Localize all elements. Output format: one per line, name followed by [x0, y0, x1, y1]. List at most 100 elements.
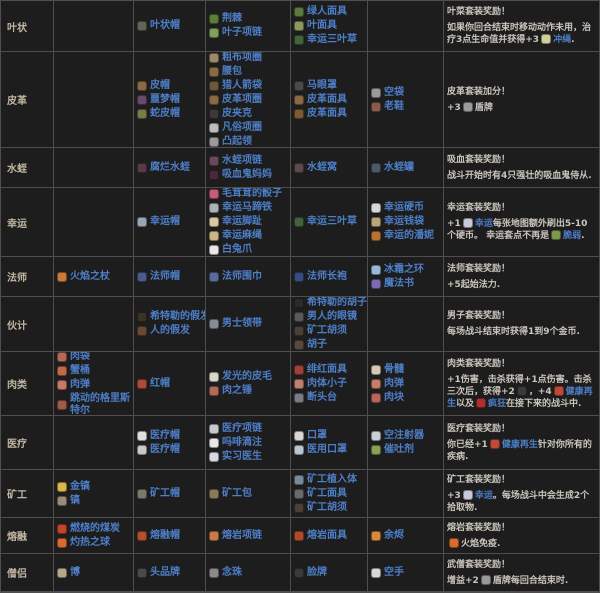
item-link[interactable]: 矿工胡须	[307, 325, 347, 336]
item-link[interactable]: 矿工植入体	[307, 473, 357, 485]
item-link[interactable]: 噩梦帽	[150, 93, 180, 105]
item-link[interactable]: 人的假发	[150, 325, 190, 336]
item-link[interactable]: 矿工帽	[150, 487, 180, 499]
item-link[interactable]: 博	[70, 566, 80, 578]
item-link[interactable]: 燃烧的煤炭	[70, 522, 120, 534]
item-link[interactable]: 空袋	[384, 86, 404, 98]
item-link[interactable]: 水蛭窝	[307, 161, 337, 173]
item-link[interactable]: 叶面具	[307, 20, 337, 31]
buff-link[interactable]: 幸运	[474, 490, 493, 501]
item-link[interactable]: 冰霜之环	[384, 263, 424, 275]
item-link[interactable]: 腰包	[222, 65, 242, 77]
item-link[interactable]: 凸起领	[222, 135, 252, 147]
item-link[interactable]: 肉体小子	[307, 377, 347, 389]
buff-link[interactable]: 健康再生	[447, 386, 593, 409]
item-link[interactable]: 断头台	[307, 391, 337, 403]
buff-link[interactable]: 幸运	[474, 219, 493, 229]
item-link[interactable]: 男士领带	[222, 318, 262, 329]
item-link[interactable]: 幸运麻绳	[222, 230, 262, 241]
item-link[interactable]: 法师帽	[150, 270, 180, 282]
item-link[interactable]: 矿工胡须	[307, 501, 347, 513]
buff-link[interactable]: 脆弱	[563, 231, 582, 241]
item-link[interactable]: 皮帽	[150, 79, 170, 91]
item-link[interactable]: 医用口罩	[307, 443, 347, 455]
item-link[interactable]: 熔岩面具	[307, 529, 347, 541]
buff-link[interactable]: 疯狂	[488, 398, 507, 409]
item-link[interactable]: 水蛭罐	[384, 161, 414, 173]
item-link[interactable]: 医疗帽	[150, 429, 180, 441]
item-link[interactable]: 口罩	[307, 429, 327, 441]
buff-link[interactable]: 冲绳	[553, 35, 572, 45]
item-link[interactable]: 火焰之杖	[70, 270, 110, 282]
item-link[interactable]: 马眼罩	[307, 79, 337, 91]
item-link[interactable]: 法师长袍	[307, 270, 347, 282]
item-link[interactable]: 皮革面具	[307, 93, 347, 105]
item-link[interactable]: 胡子	[307, 339, 327, 350]
item-link[interactable]: 绯红面具	[307, 363, 347, 375]
item-link[interactable]: 实习医生	[222, 450, 262, 462]
item-link[interactable]: 医疗帽	[150, 443, 180, 455]
item-link[interactable]: 魔法书	[384, 277, 414, 289]
item-link[interactable]: 蟹桶	[70, 364, 90, 376]
item-link[interactable]: 肉块	[384, 391, 404, 403]
item-icon	[294, 217, 304, 227]
item-link[interactable]: 空手	[384, 566, 404, 578]
item-link[interactable]: 红帽	[150, 377, 170, 389]
item-link[interactable]: 希特勒的胡子	[307, 297, 367, 308]
item-link[interactable]: 凡俗项圈	[222, 121, 262, 133]
item-link[interactable]: 镐	[70, 494, 80, 506]
item-link[interactable]: 幸运的潘妮	[384, 230, 434, 241]
item-link[interactable]: 叶状帽	[150, 20, 180, 31]
item-link[interactable]: 肉弹	[384, 377, 404, 389]
bonus-line: 火焰免疫.	[447, 537, 596, 550]
item-link[interactable]: 荆棘	[222, 13, 242, 24]
item-link[interactable]: 皮革项圈	[222, 93, 262, 105]
item-link[interactable]: 肉之锤	[222, 384, 252, 396]
item-link[interactable]: 幸运钱袋	[384, 216, 424, 227]
item-link[interactable]: 男人的眼镜	[307, 311, 357, 322]
buff-link[interactable]: 健康再生	[501, 439, 538, 450]
item-link[interactable]: 腐烂水蛭	[150, 161, 190, 173]
item-link[interactable]: 发光的皮毛	[222, 370, 272, 382]
item-link[interactable]: 水蛭项链	[222, 154, 262, 166]
item-link[interactable]: 脸牌	[307, 566, 327, 578]
item-link[interactable]: 医疗项链	[222, 422, 262, 434]
item-link[interactable]: 叶子项链	[222, 27, 262, 38]
item-link[interactable]: 跳动的格里斯特尔	[70, 392, 130, 416]
item-link[interactable]: 肉袋	[70, 352, 90, 362]
item-icon	[294, 502, 304, 513]
item-link[interactable]: 白兔爪	[222, 244, 252, 255]
item-link[interactable]: 粗布项圈	[222, 52, 262, 63]
item-link[interactable]: 毛茸茸的骰子	[222, 188, 282, 199]
item-link[interactable]: 熔岩项链	[222, 529, 262, 541]
item-link[interactable]: 矿工面具	[307, 487, 347, 499]
item-link[interactable]: 皮夹克	[222, 107, 252, 119]
item-link[interactable]: 骨髓	[384, 363, 404, 375]
item-link[interactable]: 幸运硬币	[384, 202, 424, 213]
item-link[interactable]: 余烬	[384, 529, 404, 541]
item-link[interactable]: 空注射器	[384, 429, 424, 441]
item-link[interactable]: 灼热之球	[70, 536, 110, 548]
item-link[interactable]: 皮革面具	[307, 107, 347, 119]
item-link[interactable]: 熔融帽	[150, 529, 180, 541]
item-link[interactable]: 肉弹	[70, 378, 90, 390]
item-link[interactable]: 绿人面具	[307, 6, 347, 17]
item-link[interactable]: 法师围巾	[222, 270, 262, 282]
item-link[interactable]: 希特勒的假发	[150, 311, 206, 322]
item-icon	[294, 312, 304, 322]
item-link[interactable]: 老鞋	[384, 100, 404, 112]
item-link[interactable]: 金镐	[70, 480, 90, 492]
item-link[interactable]: 念珠	[222, 566, 242, 578]
item-link[interactable]: 矿工包	[222, 487, 252, 499]
item-link[interactable]: 吗啡滴注	[222, 436, 262, 448]
item-link[interactable]: 幸运脚趾	[222, 216, 262, 227]
item-link[interactable]: 吸血鬼妈妈	[222, 168, 272, 180]
item-link[interactable]: 催吐剂	[384, 443, 414, 455]
item-link[interactable]: 猎人箭袋	[222, 79, 262, 91]
item-link[interactable]: 蛇皮帽	[150, 107, 180, 119]
item-link[interactable]: 头品牌	[150, 566, 180, 578]
item-link[interactable]: 幸运马蹄铁	[222, 202, 272, 213]
item-link[interactable]: 幸运帽	[150, 216, 180, 227]
item-link[interactable]: 幸运三叶草	[307, 216, 357, 227]
item-link[interactable]: 幸运三叶草	[307, 34, 357, 45]
